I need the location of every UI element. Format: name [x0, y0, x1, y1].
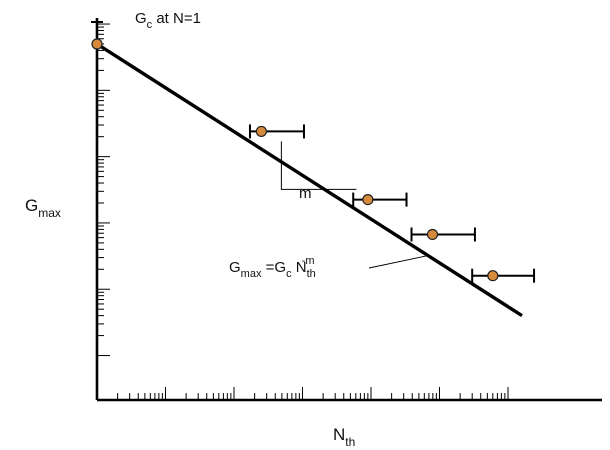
- fit-line-group: [96, 42, 523, 318]
- data-points-group: [91, 38, 499, 282]
- error-bars-group: [248, 124, 536, 283]
- data-point: [255, 125, 267, 138]
- data-point: [426, 228, 439, 241]
- power-law-fit-line: [96, 42, 523, 318]
- tick-marks: [96, 23, 509, 400]
- slope-label: m: [299, 185, 312, 202]
- data-point: [362, 193, 374, 206]
- axes: [91, 18, 602, 402]
- power-law-equation: Gmax =Gc Nth-m: [229, 255, 316, 280]
- equation-leader-group: [368, 255, 429, 269]
- slope-triangle: [280, 141, 357, 190]
- equation-leader-line: [368, 255, 429, 269]
- x-axis-label: Nth: [333, 425, 355, 449]
- y-axis-label: Gmax: [25, 196, 61, 220]
- data-point: [487, 270, 499, 282]
- data-point: [91, 38, 103, 50]
- slope-triangle-group: [280, 141, 357, 190]
- gc-annotation: Gc at N=1: [135, 10, 201, 31]
